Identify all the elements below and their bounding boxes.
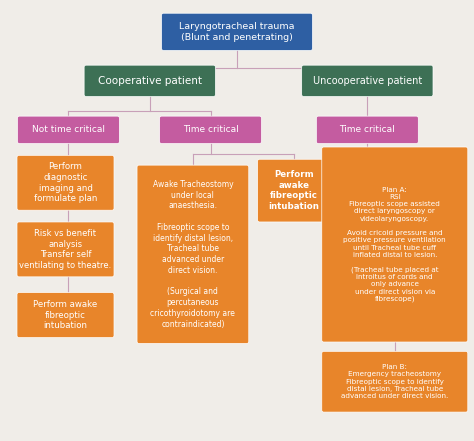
FancyBboxPatch shape [17, 222, 114, 277]
FancyBboxPatch shape [301, 65, 433, 97]
FancyBboxPatch shape [17, 292, 114, 338]
Text: Perform
diagnostic
imaging and
formulate plan: Perform diagnostic imaging and formulate… [34, 162, 97, 203]
Text: Plan A:
RSI
Fibreoptic scope assisted
direct laryngoscopy or
videolaryngoscopy.
: Plan A: RSI Fibreoptic scope assisted di… [344, 187, 446, 303]
FancyBboxPatch shape [17, 155, 114, 210]
FancyBboxPatch shape [137, 165, 249, 344]
FancyBboxPatch shape [84, 65, 216, 97]
FancyBboxPatch shape [322, 351, 468, 412]
Text: Uncooperative patient: Uncooperative patient [313, 76, 422, 86]
Text: Perform awake
fibreoptic
intubation: Perform awake fibreoptic intubation [33, 300, 98, 330]
Text: Not time critical: Not time critical [32, 125, 105, 135]
FancyBboxPatch shape [18, 116, 119, 144]
Text: Cooperative patient: Cooperative patient [98, 76, 202, 86]
FancyBboxPatch shape [162, 13, 312, 50]
Text: Awake Tracheostomy
under local
anaesthesia.

Fibreoptic scope to
identify distal: Awake Tracheostomy under local anaesthes… [150, 180, 235, 329]
Text: Time critical: Time critical [182, 125, 238, 135]
Text: Perform
awake
fibreoptic
intubation: Perform awake fibreoptic intubation [268, 170, 319, 211]
FancyBboxPatch shape [322, 147, 468, 342]
FancyBboxPatch shape [257, 159, 330, 222]
Text: Laryngotracheal trauma
(Blunt and penetrating): Laryngotracheal trauma (Blunt and penetr… [179, 22, 295, 42]
FancyBboxPatch shape [316, 116, 418, 144]
Text: Risk vs benefit
analysis
Transfer self
ventilating to theatre.: Risk vs benefit analysis Transfer self v… [19, 229, 111, 270]
Text: Time critical: Time critical [339, 125, 395, 135]
FancyBboxPatch shape [160, 116, 262, 144]
Text: Plan B:
Emergency tracheostomy
Fibreoptic scope to identify
distal lesion, Trach: Plan B: Emergency tracheostomy Fibreopti… [341, 364, 448, 399]
